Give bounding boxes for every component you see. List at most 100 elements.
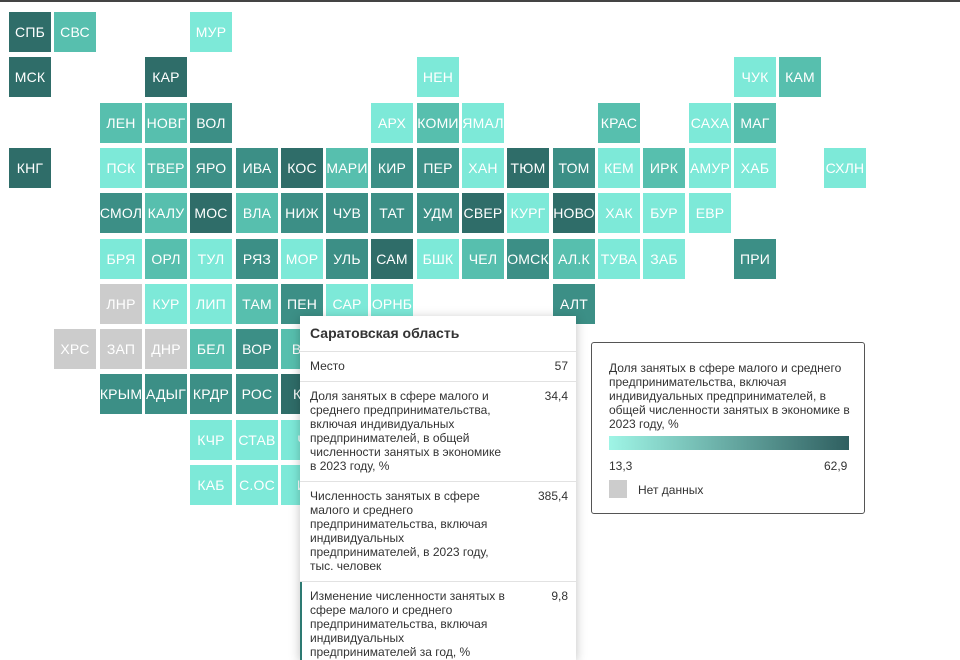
legend-nodata-label: Нет данных xyxy=(638,483,704,497)
region-tile[interactable]: ХАК xyxy=(598,193,640,233)
region-tile[interactable]: СПБ xyxy=(9,12,51,52)
region-tile[interactable]: ОМСК xyxy=(507,239,549,279)
tooltip-row-share: Доля занятых в сфере малого и среднего п… xyxy=(300,382,576,482)
region-tile[interactable]: ПСК xyxy=(100,148,142,188)
region-tile[interactable]: АЛ.К xyxy=(553,239,595,279)
region-tile[interactable]: БРЯ xyxy=(100,239,142,279)
tooltip-label: Изменение численности занятых в сфере ма… xyxy=(310,589,505,659)
region-tile[interactable]: ТЮМ xyxy=(507,148,549,188)
region-tile[interactable]: СМОЛ xyxy=(100,193,142,233)
region-tile[interactable]: АМУР xyxy=(689,148,731,188)
region-tile[interactable]: КИР xyxy=(371,148,413,188)
region-tile[interactable]: ВОР xyxy=(236,329,278,369)
region-tile[interactable]: ЛЕН xyxy=(100,103,142,143)
region-tile[interactable]: КРАС xyxy=(598,103,640,143)
region-tile[interactable]: КНГ xyxy=(9,148,51,188)
region-tile[interactable]: ЯРО xyxy=(190,148,232,188)
region-tile[interactable]: КАМ xyxy=(779,57,821,97)
region-tile[interactable]: ЕВР xyxy=(689,193,731,233)
tooltip-value: 34,4 xyxy=(544,389,568,403)
region-tile[interactable]: ЗАБ xyxy=(643,239,685,279)
tooltip-value: 9,8 xyxy=(551,589,568,603)
region-tile[interactable]: КОМИ xyxy=(417,103,459,143)
tooltip-row-rank: Место 57 xyxy=(300,352,576,382)
region-tile[interactable]: СВС xyxy=(54,12,96,52)
region-tile[interactable]: БШК xyxy=(417,239,459,279)
region-tile[interactable]: ОРЛ xyxy=(145,239,187,279)
legend-nodata-swatch xyxy=(609,480,627,498)
region-tile[interactable]: УЛЬ xyxy=(326,239,368,279)
tooltip-label: Доля занятых в сфере малого и среднего п… xyxy=(310,389,502,473)
region-tile[interactable]: ТОМ xyxy=(553,148,595,188)
region-tile[interactable]: КЧР xyxy=(190,420,232,460)
region-tile[interactable]: МАГ xyxy=(734,103,776,143)
region-tile[interactable]: УДМ xyxy=(417,193,459,233)
tooltip-value: 57 xyxy=(554,359,568,373)
region-tile[interactable]: КРЫМ xyxy=(100,374,142,414)
region-tile[interactable]: НОВГ xyxy=(145,103,187,143)
region-tile[interactable]: ЯМАЛ xyxy=(462,103,504,143)
region-tile[interactable]: НЕН xyxy=(417,57,459,97)
region-tile[interactable]: НИЖ xyxy=(281,193,323,233)
region-tile[interactable]: КАЛУ xyxy=(145,193,187,233)
region-tile[interactable]: МСК xyxy=(9,57,51,97)
legend-max-value: 62,9 xyxy=(824,459,848,473)
region-tile[interactable]: ХРС xyxy=(54,329,96,369)
region-tile[interactable]: КРДР xyxy=(190,374,232,414)
region-tile[interactable]: НОВО xyxy=(553,193,595,233)
region-tile[interactable]: СТАВ xyxy=(236,420,278,460)
tooltip-value: 385,4 xyxy=(537,489,568,503)
region-tile[interactable]: МОС xyxy=(190,193,232,233)
region-tile[interactable]: С.ОС xyxy=(236,465,278,505)
region-tile[interactable]: СХЛН xyxy=(824,148,866,188)
region-tile[interactable]: СВЕР xyxy=(462,193,504,233)
region-tile[interactable]: ПРИ xyxy=(734,239,776,279)
legend-title: Доля занятых в сфере малого и среднего п… xyxy=(609,361,850,431)
region-tooltip: Саратовская область Место 57 Доля заняты… xyxy=(300,316,576,660)
tooltip-label: Численность занятых в сфере малого и сре… xyxy=(310,489,489,573)
region-tile[interactable]: КАР xyxy=(145,57,187,97)
tooltip-label: Место xyxy=(310,359,345,373)
region-tile[interactable]: ТАТ xyxy=(371,193,413,233)
region-tile[interactable]: РЯЗ xyxy=(236,239,278,279)
region-tile[interactable]: КАБ xyxy=(190,465,232,505)
region-tile[interactable]: ХАБ xyxy=(734,148,776,188)
region-tile[interactable]: АРХ xyxy=(371,103,413,143)
tooltip-row-count: Численность занятых в сфере малого и сре… xyxy=(300,482,576,582)
region-tile[interactable]: АДЫГ xyxy=(145,374,187,414)
legend-min-value: 13,3 xyxy=(609,459,633,473)
region-tile[interactable]: КЕМ xyxy=(598,148,640,188)
region-tile[interactable]: ТАМ xyxy=(236,284,278,324)
region-tile[interactable]: ПЕР xyxy=(417,148,459,188)
region-tile[interactable]: САХА xyxy=(689,103,731,143)
region-tile[interactable]: РОС xyxy=(236,374,278,414)
tooltip-row-change: Изменение численности занятых в сфере ма… xyxy=(300,582,576,660)
region-tile[interactable]: САМ xyxy=(371,239,413,279)
region-tile[interactable]: ЧУВ xyxy=(326,193,368,233)
region-tile[interactable]: КОС xyxy=(281,148,323,188)
top-divider xyxy=(0,0,960,2)
region-tile[interactable]: ТВЕР xyxy=(145,148,187,188)
region-tile[interactable]: КУРГ xyxy=(507,193,549,233)
region-tile[interactable]: ЗАП xyxy=(100,329,142,369)
region-tile[interactable]: ЧЕЛ xyxy=(462,239,504,279)
region-tile[interactable]: ЛИП xyxy=(190,284,232,324)
region-tile[interactable]: ВЛА xyxy=(236,193,278,233)
region-tile[interactable]: ЛНР xyxy=(100,284,142,324)
region-tile[interactable]: МОР xyxy=(281,239,323,279)
region-tile[interactable]: МУР xyxy=(190,12,232,52)
region-tile[interactable]: ВОЛ xyxy=(190,103,232,143)
region-tile[interactable]: ТУВА xyxy=(598,239,640,279)
region-tile[interactable]: КУР xyxy=(145,284,187,324)
tooltip-title: Саратовская область xyxy=(300,316,576,352)
region-tile[interactable]: БУР xyxy=(643,193,685,233)
region-tile[interactable]: МАРИ xyxy=(326,148,368,188)
region-tile[interactable]: ИВА xyxy=(236,148,278,188)
region-tile[interactable]: ТУЛ xyxy=(190,239,232,279)
region-tile[interactable]: ХАН xyxy=(462,148,504,188)
region-tile[interactable]: БЕЛ xyxy=(190,329,232,369)
region-tile[interactable]: ПЕН xyxy=(281,284,323,324)
region-tile[interactable]: ЧУК xyxy=(734,57,776,97)
region-tile[interactable]: ИРК xyxy=(643,148,685,188)
region-tile[interactable]: ДНР xyxy=(145,329,187,369)
